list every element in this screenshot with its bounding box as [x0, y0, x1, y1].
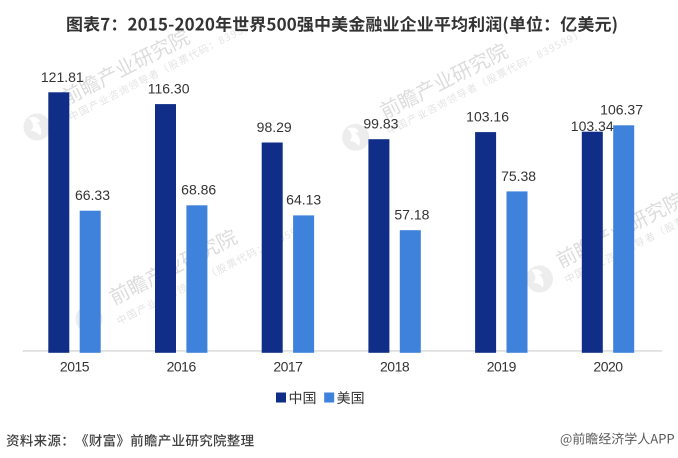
svg-text:2015: 2015 [60, 359, 90, 375]
svg-text:98.29: 98.29 [257, 119, 292, 135]
svg-text:103.34: 103.34 [571, 118, 614, 134]
svg-text:2016: 2016 [167, 359, 197, 375]
svg-text:66.33: 66.33 [75, 187, 110, 203]
svg-text:2020: 2020 [593, 359, 623, 375]
svg-text:2017: 2017 [273, 359, 303, 375]
svg-text:116.30: 116.30 [148, 81, 190, 97]
svg-text:2018: 2018 [380, 359, 410, 375]
svg-text:2019: 2019 [487, 359, 517, 375]
svg-text:57.18: 57.18 [394, 207, 429, 223]
svg-text:64.13: 64.13 [286, 191, 321, 207]
svg-text:121.81: 121.81 [41, 69, 84, 85]
svg-text:106.37: 106.37 [600, 102, 643, 118]
svg-text:68.86: 68.86 [181, 181, 216, 197]
svg-text:99.83: 99.83 [363, 116, 398, 132]
svg-text:75.38: 75.38 [501, 168, 536, 184]
svg-text:103.16: 103.16 [466, 108, 509, 124]
